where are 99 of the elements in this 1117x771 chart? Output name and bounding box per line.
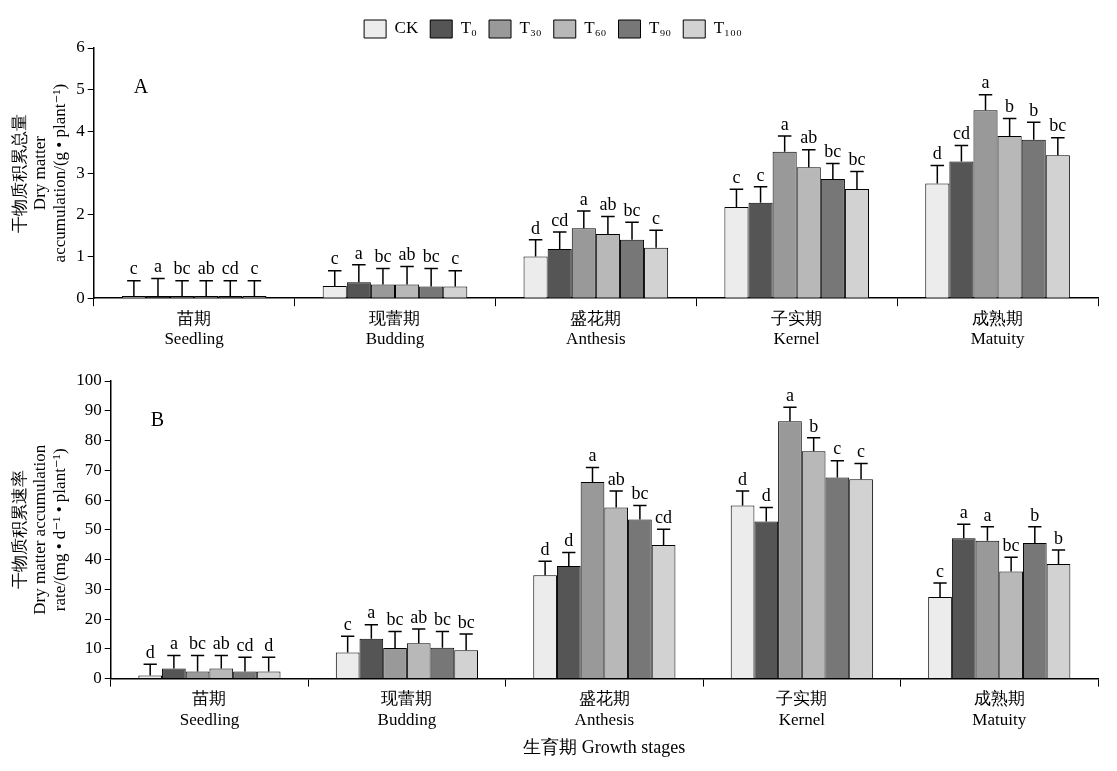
x-axis-title: 生育期 Growth stages: [523, 736, 686, 757]
x-tick-label: 子实期 Kernel: [776, 689, 828, 729]
x-tick-label: 子实期 Kernel: [771, 308, 823, 349]
data-label: c: [343, 614, 352, 635]
data-label: cd: [221, 258, 239, 279]
data-label: a: [153, 256, 162, 277]
annotation: A: [133, 75, 149, 98]
data-label: d: [761, 485, 771, 506]
y-tick-label: 100: [76, 370, 102, 390]
data-label: c: [129, 258, 138, 279]
data-label: bc: [623, 200, 641, 221]
data-label: c: [732, 167, 741, 188]
y-tick-label: 6: [76, 37, 85, 57]
data-label: bc: [631, 483, 649, 504]
legend-label: T₃₀: [519, 18, 542, 38]
data-label: c: [936, 560, 945, 581]
data-label: bc: [824, 141, 842, 162]
y-tick-label: 30: [84, 578, 102, 598]
data-label: c: [652, 207, 661, 228]
data-label: c: [756, 164, 765, 185]
y-tick-label: 1: [76, 245, 85, 265]
y-tick-label: 40: [84, 549, 102, 569]
data-label: a: [169, 633, 178, 654]
y-tick-label: 4: [76, 120, 86, 140]
data-label: ab: [599, 194, 617, 215]
annotation: B: [150, 408, 165, 431]
data-label: c: [250, 258, 259, 279]
x-tick-label: 苗期 Seedling: [179, 689, 240, 729]
y-axis-title: 干物质积累速率 Dry matter accumulation rate/(mg • d⁻¹ • plant⁻¹): [9, 444, 70, 615]
x-tick-label: 盛花期 Anthesis: [574, 689, 635, 729]
data-label: d: [145, 642, 155, 663]
y-tick-label: 3: [76, 162, 85, 182]
y-tick-label: 80: [84, 429, 102, 449]
data-label: a: [785, 384, 794, 405]
data-label: d: [932, 143, 942, 164]
data-label: bc: [173, 258, 191, 279]
data-label: ab: [607, 468, 625, 489]
y-tick-label: 70: [84, 459, 102, 479]
data-label: ab: [800, 127, 818, 148]
data-label: ab: [398, 244, 416, 265]
data-label: b: [1030, 504, 1040, 525]
data-label: bc: [457, 611, 475, 632]
y-tick-label: 0: [93, 668, 102, 688]
x-tick-label: 现蕾期 Budding: [365, 308, 425, 349]
data-label: d: [531, 217, 541, 238]
data-label: cd: [551, 209, 569, 230]
data-label: d: [264, 634, 274, 655]
x-tick-label: 成熟期 Matuity: [970, 308, 1025, 349]
data-label: cd: [236, 634, 254, 655]
data-label: a: [959, 501, 968, 522]
data-label: a: [588, 445, 597, 466]
data-label: c: [857, 441, 866, 462]
data-label: b: [809, 415, 819, 436]
data-label: ab: [212, 633, 230, 654]
data-label: bc: [1002, 534, 1020, 555]
y-tick-label: 60: [84, 489, 102, 509]
data-label: a: [354, 242, 363, 263]
y-tick-label: 5: [76, 79, 85, 99]
data-label: c: [330, 248, 339, 269]
data-label: cd: [655, 506, 673, 527]
data-label: b: [1029, 99, 1039, 120]
legend-label: T₆₀: [584, 18, 607, 38]
data-label: bc: [848, 149, 866, 170]
x-tick-label: 现蕾期 Budding: [377, 689, 437, 729]
data-label: b: [1005, 96, 1015, 117]
data-label: cd: [952, 123, 970, 144]
data-label: a: [367, 602, 376, 623]
y-tick-label: 2: [76, 204, 85, 224]
data-label: a: [981, 72, 990, 93]
data-label: c: [451, 248, 460, 269]
y-tick-label: 20: [84, 608, 102, 628]
x-tick-label: 苗期 Seedling: [164, 308, 225, 349]
data-label: d: [564, 530, 574, 551]
data-label: a: [983, 504, 992, 525]
y-tick-label: 0: [76, 287, 85, 307]
x-tick-label: 盛花期 Anthesis: [566, 308, 626, 349]
data-label: ab: [410, 606, 428, 627]
data-label: bc: [374, 246, 392, 267]
y-tick-label: 10: [84, 638, 102, 658]
legend-label: T₁₀₀: [713, 18, 742, 38]
data-label: bc: [386, 609, 404, 630]
data-label: bc: [422, 246, 440, 267]
y-axis-title: 干物质积累总量 Dry matter accumulation/(g • plant⁻¹): [9, 83, 70, 263]
data-label: b: [1054, 527, 1064, 548]
legend-label: CK: [394, 18, 419, 38]
x-tick-label: 成熟期 Matuity: [972, 689, 1027, 729]
data-label: d: [540, 539, 550, 560]
legend-label: T₀: [460, 18, 478, 38]
y-tick-label: 90: [84, 400, 102, 420]
data-label: bc: [1049, 115, 1067, 136]
legend-label: T₉₀: [649, 18, 672, 38]
data-label: a: [579, 188, 588, 209]
data-label: bc: [433, 609, 451, 630]
y-tick-label: 50: [84, 519, 102, 539]
data-label: ab: [197, 258, 215, 279]
data-label: c: [833, 438, 842, 459]
data-label: a: [780, 113, 789, 134]
data-label: d: [738, 468, 748, 489]
data-label: bc: [189, 633, 207, 654]
